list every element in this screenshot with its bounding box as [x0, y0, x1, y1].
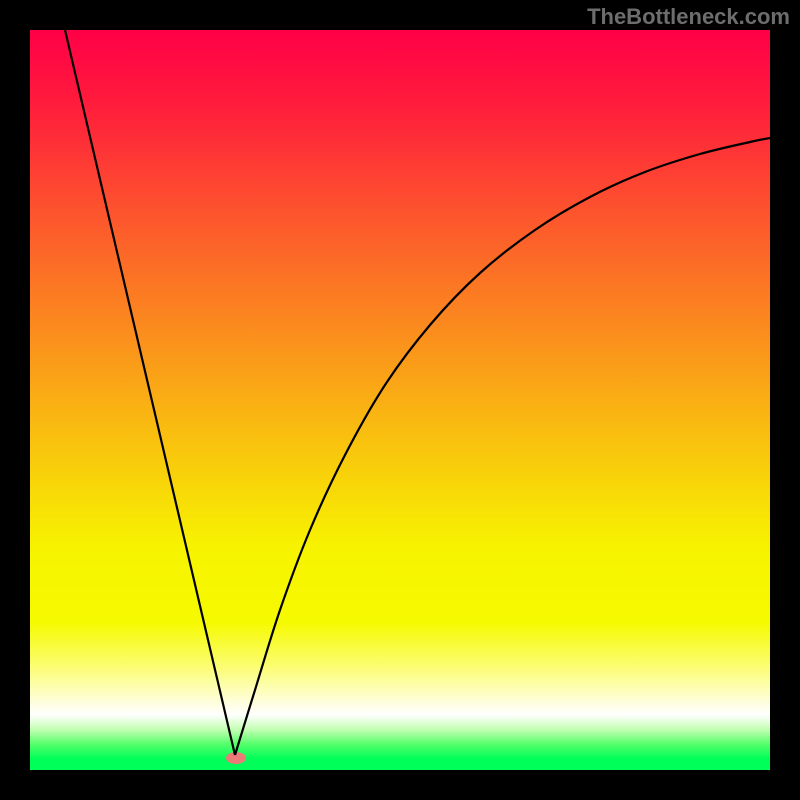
- plot-background: [30, 30, 770, 770]
- bottleneck-chart: [30, 30, 770, 770]
- watermark-text: TheBottleneck.com: [587, 4, 790, 30]
